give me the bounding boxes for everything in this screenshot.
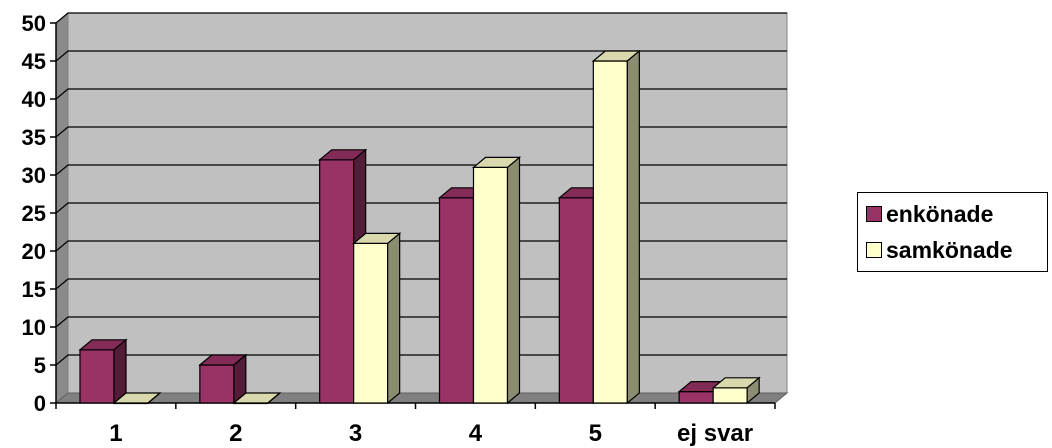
y-tick-label: 40: [22, 87, 46, 112]
x-tick-label: 3: [349, 420, 362, 447]
bar-front: [199, 364, 235, 404]
y-tick-label: 35: [22, 125, 46, 150]
bar-samkonade-2: [232, 392, 282, 405]
bar-front: [678, 391, 714, 404]
bar-side: [113, 338, 127, 405]
bar-side: [267, 392, 281, 404]
x-tick-label: 2: [229, 420, 242, 447]
x-axis-ticks: 1 2 3 4 5 ej svar: [109, 420, 753, 447]
gridline: [55, 88, 787, 100]
bar-enkonade-2: [198, 353, 248, 405]
bar-enkonade-3: [318, 148, 368, 405]
legend-item-samkonade: samkönade: [866, 235, 1013, 265]
bar-front: [592, 60, 628, 404]
gridlines: [55, 12, 787, 366]
bar-samkonade-3: [352, 232, 402, 405]
bar-side: [387, 232, 401, 405]
legend: enkönade samkönade: [857, 192, 1048, 272]
bar-samkonade-4: [471, 156, 522, 405]
y-axis-ticks: 0 5 10 15 20 25 30 35 40 45 50: [22, 11, 46, 416]
gridline: [55, 278, 787, 290]
bar-front: [558, 197, 594, 404]
x-tick-label: ej svar: [677, 420, 753, 447]
bar-side: [147, 392, 161, 404]
gridline: [55, 316, 787, 328]
bar-side: [626, 49, 640, 405]
y-tick-label: 45: [22, 49, 46, 74]
bar-front: [712, 387, 748, 404]
legend-label-samkonade: samkönade: [886, 236, 1013, 263]
gridline: [55, 164, 787, 176]
y-tick-label: 5: [34, 353, 46, 378]
bar-samkonade-6: [711, 376, 761, 405]
bar-samkonade-1: [112, 392, 162, 405]
bar-front: [472, 166, 509, 404]
gridline: [55, 50, 787, 62]
bar-front: [438, 197, 475, 404]
y-tick-label: 50: [22, 11, 46, 36]
legend-item-enkonade: enkönade: [866, 199, 993, 229]
gridline: [55, 354, 787, 366]
bar-samkonade-5: [591, 49, 641, 405]
gridline: [55, 202, 787, 214]
x-tick-label: 4: [469, 420, 483, 447]
bar-front: [319, 159, 355, 404]
y-tick-label: 25: [22, 201, 46, 226]
y-tick-label: 10: [22, 315, 46, 340]
floor: [54, 392, 789, 404]
legend-swatch-samkonade: [866, 242, 882, 258]
legend-label-enkonade: enkönade: [886, 200, 994, 227]
plot-area: [54, 11, 789, 405]
bar-side: [506, 156, 521, 405]
y-tick-label: 30: [22, 163, 46, 188]
y-tick-label: 0: [34, 391, 46, 416]
bar-front: [79, 349, 115, 404]
gridline: [55, 126, 787, 138]
x-tick-label: 5: [589, 420, 602, 447]
axes: [50, 22, 776, 409]
bar-front: [353, 242, 389, 404]
y-tick-label: 20: [22, 239, 46, 264]
gridline: [55, 12, 787, 24]
legend-swatch-enkonade: [866, 206, 882, 222]
bars: [78, 49, 761, 405]
gridline: [55, 240, 787, 252]
y-tick-label: 15: [22, 277, 46, 302]
bar-side: [746, 376, 760, 405]
bar-enkonade-1: [78, 338, 128, 405]
x-tick-label: 1: [109, 420, 122, 447]
